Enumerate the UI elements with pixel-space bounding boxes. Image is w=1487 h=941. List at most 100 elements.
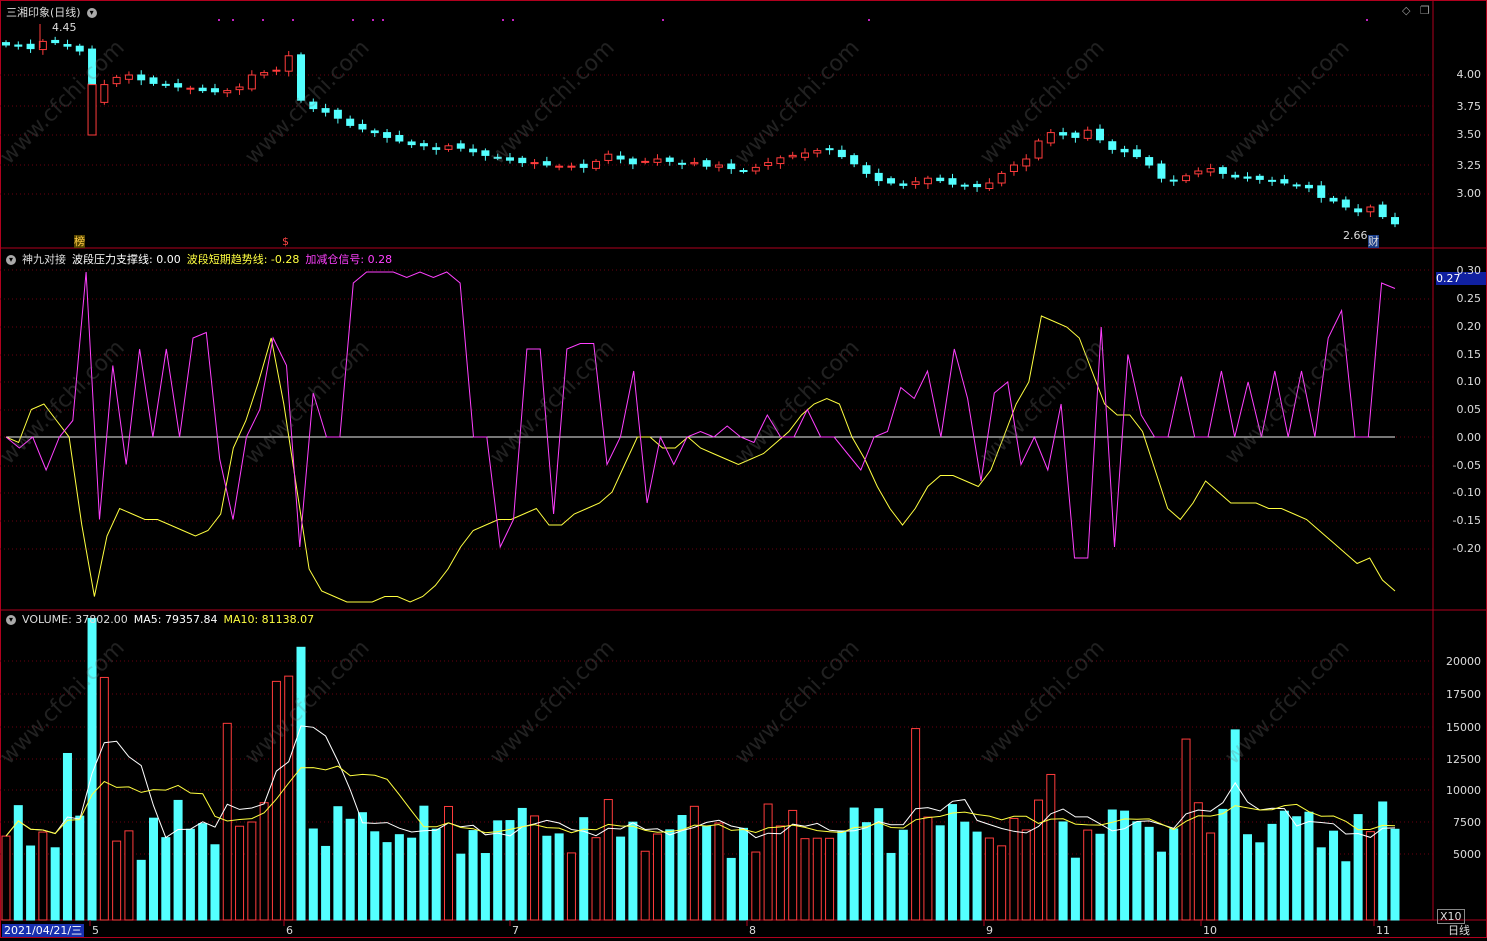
indicator-axis-tick: 0.15 — [1456, 348, 1482, 361]
volume-bar-down — [726, 857, 736, 921]
candle-down — [1095, 128, 1104, 141]
volume-bar-down — [1341, 861, 1351, 921]
volume-bar-up — [652, 833, 662, 921]
candle-down — [960, 184, 969, 187]
candle-down — [948, 178, 957, 185]
volume-bar-down — [616, 836, 626, 921]
candle-down — [407, 141, 416, 146]
candle-up — [1022, 158, 1031, 167]
signal-line-label: 加减仓信号: 0.28 — [305, 253, 393, 266]
candle-down — [874, 172, 883, 182]
ma10-line — [5, 765, 1396, 837]
volume-bar-down — [837, 830, 847, 921]
volume-bar-up — [923, 816, 933, 921]
candle-up — [555, 165, 564, 168]
candle-down — [1169, 179, 1178, 182]
volume-bar-down — [1279, 810, 1289, 921]
volume-axis-tick: 20000 — [1446, 655, 1481, 668]
volume-bar-down — [13, 805, 23, 921]
candle-down — [469, 148, 478, 153]
candle-down — [1378, 204, 1387, 218]
candle-down — [1132, 149, 1141, 158]
indicator-axis-tick: -0.05 — [1452, 459, 1481, 472]
chevron-down-icon[interactable]: ▾ — [86, 8, 97, 18]
volume-bar-down — [296, 646, 306, 921]
candle-up — [911, 181, 920, 185]
candle-down — [346, 118, 355, 126]
chevron-down-icon[interactable]: ▾ — [6, 615, 16, 625]
window-restore-icon[interactable]: ❐ — [1420, 4, 1430, 17]
candle-down — [1231, 174, 1240, 178]
volume-bar-down — [382, 842, 392, 921]
volume-bar-down — [1242, 834, 1252, 921]
candle-up — [997, 172, 1006, 184]
volume-bar-down — [173, 799, 183, 921]
candle-up — [641, 160, 650, 163]
marker-cai[interactable]: 财 — [1368, 235, 1379, 248]
candle-up — [87, 84, 97, 136]
volume-bar-down — [210, 844, 220, 921]
volume-bar-down — [542, 835, 552, 921]
candle-down — [899, 183, 908, 186]
candle-down — [1391, 217, 1399, 225]
candle-down — [1341, 199, 1350, 208]
indicator-axis-tick: -0.10 — [1452, 486, 1481, 499]
candle-down — [51, 39, 60, 44]
volume-bar-down — [579, 817, 589, 921]
volume-bar-up — [812, 837, 822, 921]
volume-bar-up — [1, 835, 11, 921]
month-label: 5 — [92, 924, 99, 937]
volume-bar-up — [222, 722, 232, 921]
candle-down — [333, 109, 342, 119]
candle-down — [616, 155, 625, 160]
candle-up — [235, 86, 244, 91]
volume-bar-up — [751, 851, 761, 921]
indicator-axis-tick: 0.30 — [1456, 264, 1482, 277]
volume-bar-down — [480, 853, 490, 921]
indicator-axis-tick: 0.00 — [1456, 431, 1482, 444]
marker-dollar[interactable]: $ — [282, 235, 289, 248]
volume-bar-up — [235, 825, 245, 921]
chevron-down-icon[interactable]: ▾ — [6, 255, 16, 265]
candle-up — [1206, 168, 1215, 173]
volume-bar-down — [50, 847, 60, 921]
low-price-label: 2.66 — [1343, 229, 1368, 242]
month-label: 11 — [1376, 924, 1390, 937]
volume-bar-down — [87, 617, 97, 921]
candle-down — [1280, 179, 1289, 184]
candle-up — [604, 153, 613, 161]
candle-up — [38, 40, 47, 51]
candle-down — [887, 178, 896, 184]
price-panel-header: 三湘印象(日线) ▾ — [6, 4, 103, 20]
volume-panel-header: ▾ VOLUME: 37802.00 MA5: 79357.84 MA10: 8113… — [6, 613, 320, 626]
candle-down — [456, 143, 465, 149]
candle-down — [678, 162, 687, 165]
volume-bar-down — [1230, 729, 1240, 921]
volume-bar-down — [665, 829, 675, 921]
volume-bar-up — [1034, 799, 1044, 921]
volume-bar-down — [321, 845, 331, 921]
volume-bar-up — [99, 676, 109, 921]
candle-down — [2, 42, 10, 46]
indicator-axis-tick: -0.15 — [1452, 514, 1481, 527]
candle-up — [284, 55, 293, 72]
period-label[interactable]: 日线 — [1448, 924, 1470, 937]
volume-bar-up — [788, 809, 798, 921]
volume-bar-up — [271, 680, 281, 921]
candle-up — [1182, 175, 1191, 182]
volume-bar-up — [1046, 773, 1056, 921]
candle-down — [825, 148, 834, 151]
volume-bar-up — [1181, 738, 1191, 921]
volume-bar-down — [1120, 810, 1130, 921]
volume-bar-down — [972, 831, 982, 921]
event-dot — [868, 19, 870, 21]
marker-bang[interactable]: 榜 — [74, 235, 85, 248]
diamond-icon[interactable]: ◇ — [1402, 4, 1411, 17]
candle-down — [210, 88, 219, 93]
candle-down — [1292, 184, 1301, 187]
price-axis-tick: 3.75 — [1456, 100, 1482, 113]
trend-line — [5, 315, 1396, 603]
volume-bar-up — [800, 838, 810, 921]
volume-bar-down — [1132, 821, 1142, 921]
